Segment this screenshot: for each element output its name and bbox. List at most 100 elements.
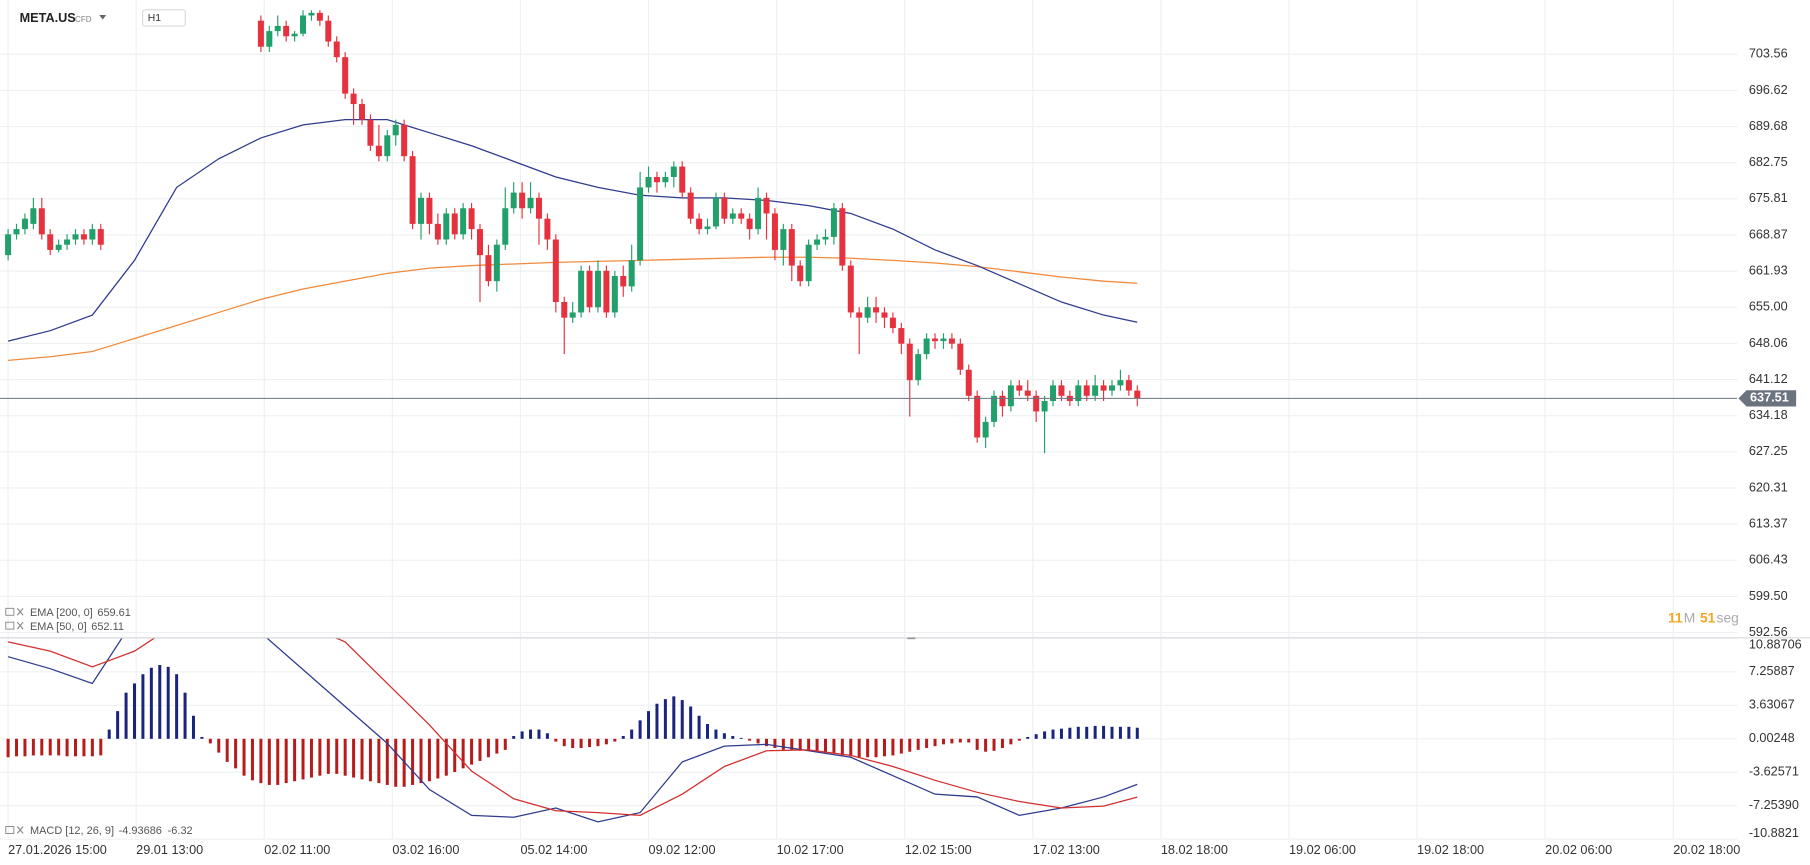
instrument: CFD (75, 15, 92, 24)
y-tick-label: 627.25 (1749, 444, 1788, 458)
candle-body (746, 218, 753, 230)
macd-bar (1000, 738, 1004, 749)
candle-body (1109, 385, 1116, 391)
macd-bar (655, 703, 659, 739)
macd-bar (537, 729, 541, 739)
candle-body (443, 213, 450, 240)
candle-body (839, 208, 846, 266)
candle-body (97, 229, 104, 245)
macd-bar (1017, 738, 1021, 741)
macd-bar (411, 738, 415, 785)
countdown-unit: seg (1717, 609, 1739, 625)
candle-body (451, 213, 458, 235)
settings-icon[interactable] (5, 621, 15, 630)
macd-bar (31, 738, 35, 756)
macd-bar (554, 738, 558, 742)
candle-body (738, 213, 745, 219)
candle-body (72, 234, 79, 240)
candle-body (13, 229, 20, 235)
macd-tick-label: -10.8821 (1749, 826, 1799, 840)
candle-body (948, 338, 955, 344)
macd-bar (368, 738, 372, 782)
macd-bar (1009, 738, 1013, 745)
candle-body (291, 33, 298, 37)
candle-body (527, 197, 534, 209)
remove-icon[interactable] (16, 826, 24, 834)
candle-body (1016, 385, 1023, 391)
candle-body (418, 197, 425, 224)
macd-bar (116, 711, 120, 739)
macd-bar (882, 738, 886, 757)
macd-bar (427, 738, 431, 782)
symbol-dropdown[interactable] (99, 15, 107, 20)
candle-body (300, 15, 307, 34)
macd-bar (545, 733, 549, 739)
y-tick-label: 641.12 (1749, 372, 1788, 386)
macd-bar (857, 738, 861, 758)
grid (0, 0, 1738, 840)
macd-bar (613, 738, 617, 742)
symbol[interactable]: META.US (20, 11, 76, 25)
macd-bar (1051, 729, 1055, 739)
y-tick-label: 592.56 (1749, 625, 1788, 639)
macd-bar (807, 738, 811, 751)
candle-body (510, 192, 517, 209)
macd-bar (503, 738, 507, 750)
candle-body (257, 20, 264, 47)
candle-body (721, 197, 728, 219)
candle-body (552, 239, 559, 303)
candle-body (957, 343, 964, 370)
candle-body (409, 156, 416, 224)
legend-value: 659.61 (97, 607, 131, 619)
macd-bar (672, 696, 676, 739)
macd-bar (200, 736, 204, 739)
settings-icon[interactable] (5, 826, 15, 834)
macd-bar (815, 738, 819, 752)
macd-bar (562, 738, 566, 747)
candle-body (350, 93, 357, 105)
macd-bar (773, 738, 777, 749)
timeframe-box[interactable] (141, 9, 186, 27)
candle-body (670, 166, 677, 177)
candle-body (881, 312, 888, 318)
candle-body (628, 260, 635, 287)
x-tick-label: 02.02 11:00 (264, 843, 330, 857)
macd-bar (958, 738, 962, 743)
macd-panel (6, 638, 1139, 823)
candle-body (274, 25, 281, 32)
candle-body (637, 187, 644, 261)
candle-body (561, 302, 568, 318)
settings-icon[interactable] (5, 607, 15, 616)
macd-bar (840, 738, 844, 756)
candle-body (780, 229, 787, 250)
macd-bar (1059, 728, 1063, 739)
macd-bar (1043, 731, 1047, 739)
candle-body (847, 265, 854, 313)
macd-bar (284, 738, 288, 784)
remove-icon[interactable] (16, 621, 24, 630)
candle-body (856, 312, 863, 318)
macd-bar (866, 738, 870, 758)
candle-body (873, 307, 880, 313)
candle-body (687, 192, 694, 219)
timeframe[interactable]: H1 (148, 13, 161, 24)
macd-bar (132, 683, 136, 739)
macd-bar (1085, 726, 1089, 739)
legend-name: EMA [200, 0] (30, 607, 93, 619)
macd-bar (461, 738, 465, 769)
macd-bar (529, 729, 533, 739)
candle-body (30, 208, 37, 224)
candle-body (1041, 401, 1048, 412)
macd-bar (512, 736, 516, 739)
macd-bar (394, 738, 398, 787)
legend-entry: MACD [12, 26, 9] -4.93686 -6.32 (30, 825, 193, 837)
axes: 27.01.2026 15:00 29.01 13:00 02.02 11:00 03… (8, 47, 1802, 858)
macd-bar (621, 736, 625, 739)
macd-tick-label: 10.88706 (1749, 638, 1802, 652)
macd-bar (588, 738, 592, 748)
remove-icon[interactable] (16, 607, 24, 616)
candle-body (923, 338, 930, 355)
macd-bar (293, 738, 297, 782)
macd-bar (385, 738, 389, 785)
x-tick-label: 29.01 13:00 (136, 843, 203, 857)
